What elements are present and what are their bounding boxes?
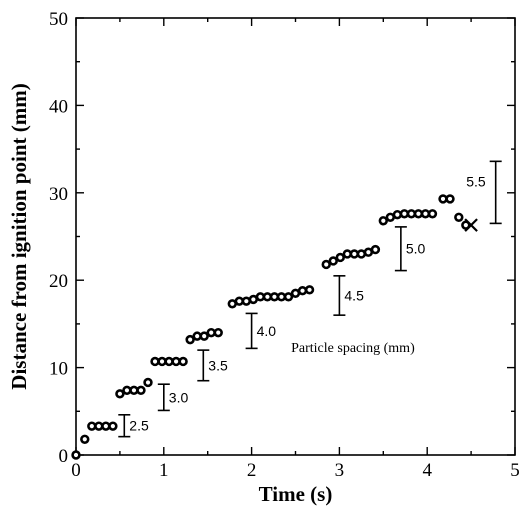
spacing-bar-label: 2.5 xyxy=(129,418,149,434)
data-point xyxy=(283,292,294,302)
spacing-bar xyxy=(489,160,502,225)
spacing-bar xyxy=(197,349,210,382)
data-point xyxy=(328,256,338,266)
spacing-bar-label: 5.5 xyxy=(466,173,486,189)
spacing-bar-label: 3.5 xyxy=(208,357,228,373)
data-point xyxy=(445,194,455,204)
data-point xyxy=(108,421,118,431)
data-point xyxy=(427,209,438,219)
data-point xyxy=(185,334,195,345)
data-point xyxy=(304,285,315,295)
y-tick-label: 40 xyxy=(49,96,68,117)
data-points xyxy=(71,194,478,460)
x-tick-label: 5 xyxy=(510,460,519,481)
particle-spacing-note: Particle spacing (mm) xyxy=(291,341,415,356)
y-axis-label: Distance from ignition point (mm) xyxy=(7,83,31,389)
x-axis-label: Time (s) xyxy=(259,482,333,506)
data-point xyxy=(321,259,331,270)
ticks xyxy=(75,17,516,456)
data-point xyxy=(370,244,381,255)
x-tick-label: 1 xyxy=(159,460,169,481)
y-tick-label: 50 xyxy=(49,9,68,30)
spacing-bar xyxy=(118,413,131,438)
y-tick-label: 0 xyxy=(59,446,69,467)
data-point xyxy=(461,220,471,230)
data-point xyxy=(178,356,188,367)
spacing-bar-label: 4.5 xyxy=(344,287,364,303)
y-tick-label: 10 xyxy=(49,359,68,380)
end-marker-stroke xyxy=(464,218,478,232)
y-tick-label: 20 xyxy=(49,271,68,292)
data-point xyxy=(136,385,146,396)
spacing-bar xyxy=(394,226,407,272)
x-tick-label: 4 xyxy=(422,460,432,481)
spacing-bar xyxy=(157,383,170,412)
data-point xyxy=(80,434,90,444)
spacing-bar-label: 4.0 xyxy=(257,323,277,339)
x-tick-label: 0 xyxy=(71,460,81,481)
data-point xyxy=(143,377,153,388)
x-tick-label: 2 xyxy=(247,460,257,481)
data-point xyxy=(115,389,125,399)
data-point xyxy=(297,285,308,296)
data-point xyxy=(454,212,464,222)
spacing-bar-label: 3.0 xyxy=(169,389,189,405)
x-tick-label: 3 xyxy=(335,460,345,481)
spacing-bars xyxy=(118,160,502,438)
spacing-bar xyxy=(333,275,346,316)
data-point xyxy=(335,252,345,263)
spacing-bar xyxy=(245,312,258,350)
data-point xyxy=(71,450,81,460)
data-point xyxy=(199,331,209,341)
data-point xyxy=(213,327,223,338)
data-point xyxy=(392,209,403,220)
data-point xyxy=(378,216,388,226)
end-marker-cross xyxy=(464,218,478,232)
spacing-bar-label: 5.0 xyxy=(406,241,426,257)
y-tick-label: 30 xyxy=(49,184,68,205)
